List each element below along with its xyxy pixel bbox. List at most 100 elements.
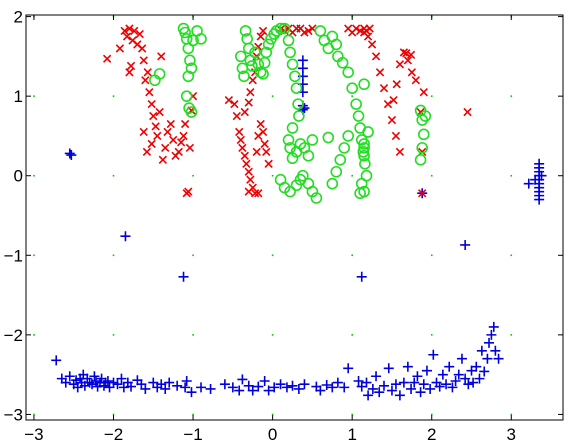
y-tick-label: 1 <box>14 87 23 106</box>
plus-point <box>523 178 534 189</box>
circle-point <box>346 82 358 95</box>
plus-point <box>406 383 417 394</box>
circle-point <box>282 34 295 47</box>
plus-point <box>160 383 171 394</box>
plus-point <box>386 385 397 396</box>
plus-point <box>180 382 191 393</box>
grid-dot <box>510 254 513 257</box>
circle-point <box>362 126 374 138</box>
plus-point <box>64 148 75 159</box>
circle-point <box>352 110 365 122</box>
plus-point <box>102 376 113 387</box>
x-point <box>244 187 253 196</box>
plus-point <box>488 321 499 332</box>
x-point <box>230 99 239 109</box>
circle-point <box>235 50 247 63</box>
x-point <box>248 76 257 85</box>
plus-point <box>120 231 131 242</box>
plus-point <box>383 363 394 374</box>
circle-point <box>238 70 250 83</box>
plus-point <box>263 385 274 396</box>
grid-dot <box>271 95 274 97</box>
x-tick-label: 1 <box>347 425 356 441</box>
circle-point <box>286 152 299 165</box>
y-tick-label: 0 <box>14 167 23 186</box>
plus-point <box>281 382 292 393</box>
plus-point <box>363 390 374 401</box>
x-point <box>240 107 249 117</box>
plus-point <box>493 353 504 364</box>
circle-point <box>416 142 428 154</box>
x-point <box>235 127 244 137</box>
x-point <box>371 52 381 61</box>
plus-point <box>412 371 423 382</box>
x-point <box>258 127 268 137</box>
x-tick-label: 0 <box>268 425 277 441</box>
circle-point <box>306 134 319 146</box>
x-point <box>135 29 144 39</box>
plus-point <box>490 345 501 356</box>
tick-labels: −3 −2 −1 0 1 2 3 2 1 0 −1 −2 −3 <box>4 8 516 441</box>
x-point <box>158 155 168 164</box>
plus-point <box>409 377 420 388</box>
x-point <box>151 122 160 131</box>
circle-point <box>242 42 255 55</box>
x-point <box>141 76 150 85</box>
circle-point <box>274 22 287 35</box>
plus-point <box>536 170 547 181</box>
plus-point <box>332 377 343 388</box>
circle-point <box>282 134 295 146</box>
plus-point <box>66 150 77 161</box>
x-point <box>130 26 139 36</box>
grid-dot <box>33 95 35 97</box>
grid-dot <box>33 334 35 336</box>
circle-point <box>358 138 370 150</box>
x-point <box>399 48 409 57</box>
circle-point <box>239 25 252 37</box>
series-circle <box>149 22 432 204</box>
plus-point <box>402 361 413 372</box>
plus-point <box>415 387 426 398</box>
grid-dot <box>430 254 433 257</box>
plus-point <box>269 382 280 393</box>
x-point <box>120 26 129 36</box>
circle-point <box>284 142 296 154</box>
x-point <box>125 68 134 77</box>
plus-point <box>299 379 310 390</box>
plot-series <box>51 22 547 401</box>
x-point <box>125 24 134 33</box>
plus-point <box>181 376 192 387</box>
grid-dot <box>271 174 274 177</box>
x-point <box>260 139 269 149</box>
plus-point <box>339 382 350 393</box>
x-point <box>256 119 265 129</box>
x-point <box>258 26 268 36</box>
circle-point <box>359 157 371 170</box>
x-point <box>176 138 186 147</box>
plus-point <box>482 353 493 364</box>
x-point <box>406 50 416 59</box>
x-point <box>161 143 170 153</box>
x-point <box>463 107 472 117</box>
plus-point <box>468 377 479 388</box>
circle-point <box>358 78 370 91</box>
grid-dot <box>192 254 194 257</box>
x-tick-label: −3 <box>24 425 43 441</box>
circle-point <box>338 142 351 154</box>
plus-point <box>476 345 487 356</box>
circle-point <box>302 150 315 162</box>
circle-point <box>293 110 305 122</box>
x-point <box>139 56 148 65</box>
plus-point <box>428 349 439 360</box>
x-point <box>122 32 132 41</box>
circle-point <box>314 25 327 37</box>
x-point <box>236 135 245 145</box>
plus-point <box>353 376 364 387</box>
circle-point <box>257 68 269 80</box>
circle-point <box>306 185 319 198</box>
plus-point <box>205 383 216 394</box>
plus-point <box>479 366 490 377</box>
circle-point <box>292 98 304 110</box>
x-point <box>304 26 313 36</box>
circle-point <box>414 154 427 166</box>
